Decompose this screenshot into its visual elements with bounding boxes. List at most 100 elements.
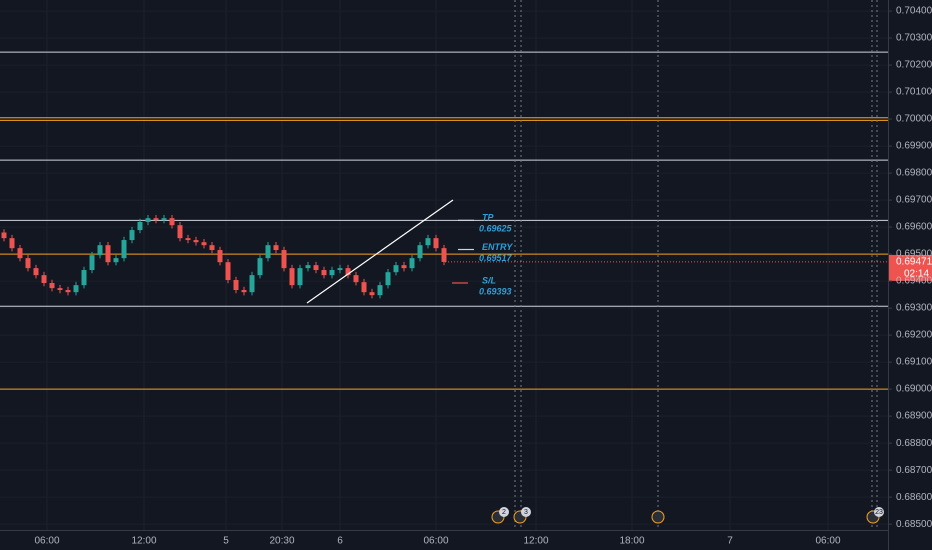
candle-body	[249, 275, 255, 293]
y-tick-label: 0.69200	[896, 330, 932, 341]
candle-body	[161, 218, 167, 221]
y-tick-label: 0.70300	[896, 33, 932, 44]
candle-body	[25, 258, 31, 269]
candles	[1, 214, 447, 299]
candle-body	[185, 238, 191, 241]
candle-body	[121, 240, 127, 259]
candle-body	[409, 258, 415, 269]
event-count-bubble	[499, 507, 509, 517]
y-tick-label: 0.69400	[896, 276, 932, 287]
candle-body	[105, 245, 111, 263]
last-price-box	[889, 254, 932, 281]
candle-body	[417, 245, 423, 259]
x-tick-label: 7	[727, 536, 733, 547]
candle-body	[313, 265, 319, 271]
candle-body	[257, 258, 263, 276]
annotation-value: 0.69625	[479, 224, 513, 234]
y-tick-label: 0.70100	[896, 87, 932, 98]
event-count-bubble	[521, 507, 531, 517]
candle-body	[265, 245, 271, 259]
candle-body	[193, 240, 199, 243]
candle-body	[57, 288, 63, 291]
last-price-label: 0.69471	[896, 257, 932, 268]
candle-body	[361, 282, 367, 293]
candle-body	[337, 268, 343, 271]
candle-body	[273, 245, 279, 251]
y-tick-label: 0.69800	[896, 168, 932, 179]
candle-body	[217, 250, 223, 263]
candle-body	[145, 218, 151, 222]
y-tick-label: 0.69100	[896, 357, 932, 368]
y-tick-label: 0.70200	[896, 60, 932, 71]
candle-body	[49, 282, 55, 289]
candle-body	[33, 268, 39, 276]
candle-body	[97, 245, 103, 256]
annotation-value: 0.69393	[479, 286, 512, 296]
x-tick-label: 12:00	[523, 536, 548, 547]
candle-body	[377, 285, 383, 296]
candle-body	[73, 285, 79, 293]
y-tick-label: 0.69600	[896, 222, 932, 233]
candle-body	[225, 262, 231, 281]
annotation-label: S/L	[482, 275, 496, 285]
candle-body	[433, 238, 439, 249]
y-tick-label: 0.69700	[896, 195, 932, 206]
candle-body	[281, 250, 287, 269]
candle-body	[201, 242, 207, 246]
candle-body	[137, 221, 143, 231]
countdown: 02:14	[904, 269, 929, 280]
x-tick-label: 06:00	[815, 536, 840, 547]
candle-body	[65, 290, 71, 293]
candle-body	[385, 272, 391, 286]
candle-body	[353, 275, 359, 283]
candle-body	[425, 238, 431, 246]
candle-body	[369, 292, 375, 296]
annotation-label: ENTRY	[482, 242, 513, 252]
annotation-value: 0.69517	[479, 253, 513, 263]
x-tick-label: 12:00	[131, 536, 156, 547]
y-tick-label: 0.68900	[896, 411, 932, 422]
candle-body	[89, 255, 95, 271]
candle-body	[129, 230, 135, 241]
y-tick-label: 0.68800	[896, 438, 932, 449]
candle-body	[17, 248, 23, 259]
candle-body	[329, 270, 335, 276]
candle-body	[177, 225, 183, 239]
candle-body	[305, 265, 311, 269]
event-count: 23	[875, 509, 883, 516]
levels	[0, 51, 888, 390]
candle-body	[345, 268, 351, 276]
x-tick-label: 5	[223, 536, 229, 547]
x-tick-label: 06:00	[34, 536, 59, 547]
candle-body	[233, 280, 239, 291]
y-tick-label: 0.69500	[896, 249, 932, 260]
x-tick-label: 06:00	[423, 536, 448, 547]
candle-body	[241, 290, 247, 293]
candle-body	[321, 270, 327, 276]
trend-line	[306, 199, 454, 304]
candle-body	[393, 265, 399, 273]
y-tick-label: 0.70000	[896, 114, 932, 125]
y-tick-label: 0.69900	[896, 141, 932, 152]
event-badge[interactable]	[651, 510, 665, 524]
candle-body	[169, 218, 175, 226]
candle-body	[9, 238, 15, 249]
y-tick-label: 0.69300	[896, 303, 932, 314]
candle-body	[113, 258, 119, 263]
y-tick-label: 0.68500	[896, 519, 932, 530]
candle-body	[1, 232, 7, 239]
candle-body	[41, 275, 47, 283]
candle-body	[209, 245, 215, 251]
candle-body	[401, 265, 407, 269]
annotation-label: TP	[482, 213, 494, 223]
candle-body	[289, 268, 295, 286]
y-tick-label: 0.68600	[896, 492, 932, 503]
event-count: 2	[502, 509, 506, 516]
y-tick-label: 0.70400	[896, 6, 932, 17]
y-tick-label: 0.68700	[896, 465, 932, 476]
candle-body	[441, 248, 447, 262]
x-tick-label: 20:30	[269, 536, 294, 547]
